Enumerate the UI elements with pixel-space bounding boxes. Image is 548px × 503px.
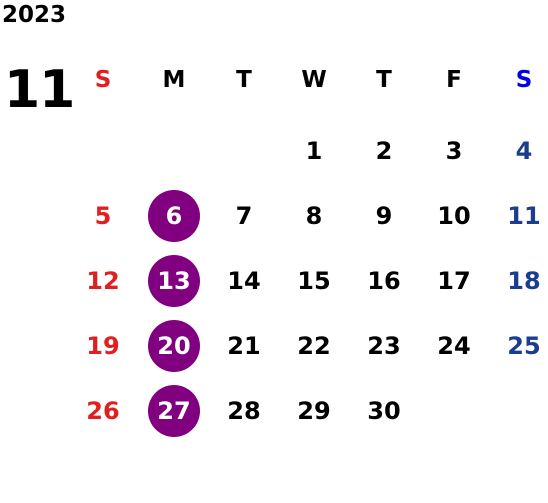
day-cell-18[interactable]: 18 (507, 267, 541, 295)
weekday-mon: M (162, 67, 186, 93)
day-cell-11[interactable]: 11 (507, 202, 541, 230)
day-cell-5[interactable]: 5 (94, 202, 112, 230)
day-cell-15[interactable]: 15 (297, 267, 331, 295)
day-cell-6[interactable]: 6 (148, 190, 200, 242)
day-cell-10[interactable]: 10 (437, 202, 471, 230)
day-cell-22[interactable]: 22 (297, 332, 331, 360)
day-cell-12[interactable]: 12 (86, 267, 120, 295)
day-cell-7[interactable]: 7 (235, 202, 253, 230)
day-cell-9[interactable]: 9 (375, 202, 393, 230)
weekday-sat: S (515, 67, 533, 93)
day-cell-26[interactable]: 26 (86, 397, 120, 425)
day-cell-4[interactable]: 4 (515, 137, 533, 165)
day-cell-3[interactable]: 3 (445, 137, 463, 165)
day-cell-27[interactable]: 27 (148, 385, 200, 437)
day-cell-23[interactable]: 23 (367, 332, 401, 360)
day-cell-29[interactable]: 29 (297, 397, 331, 425)
weekday-tue: T (236, 67, 252, 93)
weekday-sun: S (94, 67, 112, 93)
day-cell-17[interactable]: 17 (437, 267, 471, 295)
day-cell-24[interactable]: 24 (437, 332, 471, 360)
day-cell-14[interactable]: 14 (227, 267, 261, 295)
day-cell-20[interactable]: 20 (148, 320, 200, 372)
day-cell-8[interactable]: 8 (305, 202, 323, 230)
day-cell-1[interactable]: 1 (305, 137, 323, 165)
day-cell-30[interactable]: 30 (367, 397, 401, 425)
weekday-thu: T (376, 67, 392, 93)
calendar-year: 2023 (2, 2, 67, 28)
day-cell-25[interactable]: 25 (507, 332, 541, 360)
calendar-month: 11 (4, 60, 75, 120)
day-cell-19[interactable]: 19 (86, 332, 120, 360)
weekday-wed: W (301, 67, 327, 93)
day-cell-2[interactable]: 2 (375, 137, 393, 165)
day-cell-21[interactable]: 21 (227, 332, 261, 360)
day-cell-16[interactable]: 16 (367, 267, 401, 295)
day-cell-28[interactable]: 28 (227, 397, 261, 425)
day-cell-13[interactable]: 13 (148, 255, 200, 307)
weekday-fri: F (446, 67, 462, 93)
